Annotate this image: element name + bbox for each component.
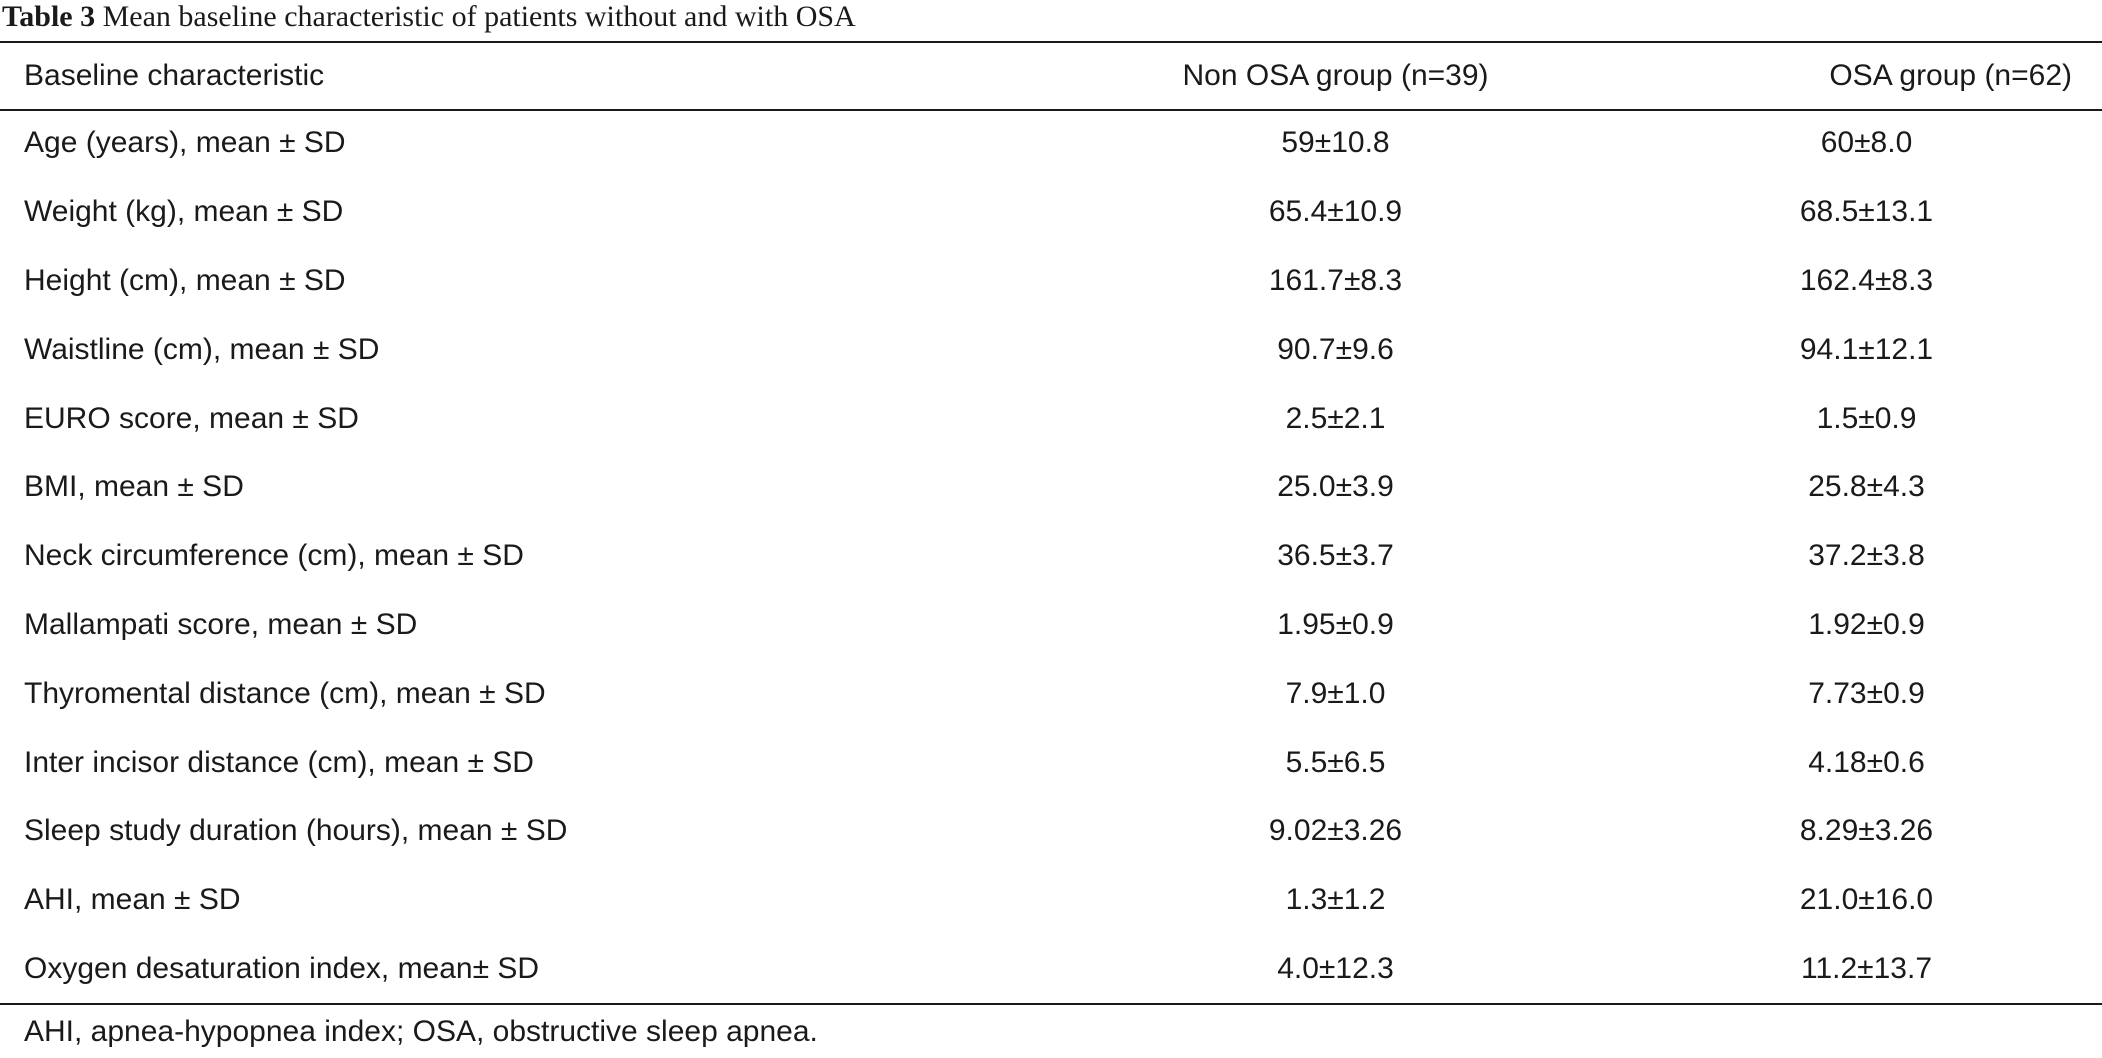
column-header-osa-group: OSA group (n=62)	[1829, 59, 2072, 92]
table-row: Height (cm), mean ± SD 161.7±8.3 162.4±8…	[0, 247, 2102, 316]
row-label: Thyromental distance (cm), mean ± SD	[24, 676, 546, 710]
row-label: Sleep study duration (hours), mean ± SD	[24, 814, 568, 848]
table-row: Age (years), mean ± SD 59±10.8 60±8.0	[0, 109, 2102, 178]
osa-value: 162.4±8.3	[1799, 263, 1934, 297]
non-osa-value: 59±10.8	[1281, 126, 1390, 160]
non-osa-value: 5.5±6.5	[1285, 745, 1386, 779]
non-osa-value: 65.4±10.9	[1268, 195, 1403, 229]
non-osa-value: 90.7±9.6	[1277, 332, 1394, 366]
osa-value: 37.2±3.8	[1808, 539, 1925, 573]
row-label: AHI, mean ± SD	[24, 883, 241, 917]
osa-value: 4.18±0.6	[1808, 745, 1925, 779]
row-label: EURO score, mean ± SD	[24, 401, 359, 435]
table-header-row: Baseline characteristic Non OSA group (n…	[0, 43, 2102, 109]
table-bottom-rule	[0, 1003, 2102, 1005]
column-header-non-osa-group: Non OSA group (n=39)	[1182, 59, 1489, 92]
non-osa-value: 7.9±1.0	[1285, 676, 1386, 710]
table-row: Waistline (cm), mean ± SD 90.7±9.6 94.1±…	[0, 315, 2102, 384]
table-row: Inter incisor distance (cm), mean ± SD 5…	[0, 728, 2102, 797]
osa-value: 7.73±0.9	[1808, 676, 1925, 710]
non-osa-value: 2.5±2.1	[1285, 401, 1386, 435]
non-osa-value: 1.3±1.2	[1285, 883, 1386, 917]
osa-value: 1.5±0.9	[1816, 401, 1917, 435]
table-row: Sleep study duration (hours), mean ± SD …	[0, 797, 2102, 866]
osa-value: 25.8±4.3	[1808, 470, 1925, 504]
row-label: Inter incisor distance (cm), mean ± SD	[24, 745, 534, 779]
column-header-characteristic: Baseline characteristic	[24, 59, 325, 92]
table-row: Neck circumference (cm), mean ± SD 36.5±…	[0, 522, 2102, 591]
table-caption-label: Table 3	[2, 0, 96, 33]
osa-value: 11.2±13.7	[1800, 951, 1932, 985]
non-osa-value: 161.7±8.3	[1268, 263, 1403, 297]
row-label: Age (years), mean ± SD	[24, 126, 346, 160]
row-label: Mallampati score, mean ± SD	[24, 607, 418, 641]
baseline-characteristics-table: Baseline characteristic Non OSA group (n…	[0, 43, 2102, 1003]
non-osa-value: 1.95±0.9	[1277, 607, 1394, 641]
table-row: AHI, mean ± SD 1.3±1.2 21.0±16.0	[0, 866, 2102, 935]
row-label: Height (cm), mean ± SD	[24, 263, 346, 297]
osa-value: 1.92±0.9	[1808, 607, 1925, 641]
table-row: Oxygen desaturation index, mean± SD 4.0±…	[0, 935, 2102, 1004]
table-top-rule	[0, 41, 2102, 43]
row-label: Oxygen desaturation index, mean± SD	[24, 951, 540, 985]
row-label: BMI, mean ± SD	[24, 470, 244, 504]
non-osa-value: 9.02±3.26	[1268, 814, 1403, 848]
row-label: Weight (kg), mean ± SD	[24, 195, 344, 229]
osa-value: 8.29±3.26	[1799, 814, 1934, 848]
table-row: Weight (kg), mean ± SD 65.4±10.9 68.5±13…	[0, 178, 2102, 247]
table-row: Thyromental distance (cm), mean ± SD 7.9…	[0, 659, 2102, 728]
osa-value: 94.1±12.1	[1799, 332, 1934, 366]
non-osa-value: 25.0±3.9	[1277, 470, 1394, 504]
table-row: EURO score, mean ± SD 2.5±2.1 1.5±0.9	[0, 384, 2102, 453]
osa-value: 21.0±16.0	[1799, 883, 1934, 917]
table-caption: Table 3 Mean baseline characteristic of …	[2, 0, 856, 40]
non-osa-value: 36.5±3.7	[1277, 539, 1394, 573]
row-label: Waistline (cm), mean ± SD	[24, 332, 380, 366]
table-footnote: AHI, apnea-hypopnea index; OSA, obstruct…	[24, 1015, 818, 1048]
table-row: BMI, mean ± SD 25.0±3.9 25.8±4.3	[0, 453, 2102, 522]
non-osa-value: 4.0±12.3	[1277, 951, 1394, 985]
table-header-rule	[0, 109, 2102, 111]
table-row: Mallampati score, mean ± SD 1.95±0.9 1.9…	[0, 591, 2102, 660]
table-caption-text: Mean baseline characteristic of patients…	[102, 0, 856, 33]
row-label: Neck circumference (cm), mean ± SD	[24, 539, 524, 573]
osa-value: 68.5±13.1	[1799, 195, 1934, 229]
osa-value: 60±8.0	[1820, 126, 1913, 160]
